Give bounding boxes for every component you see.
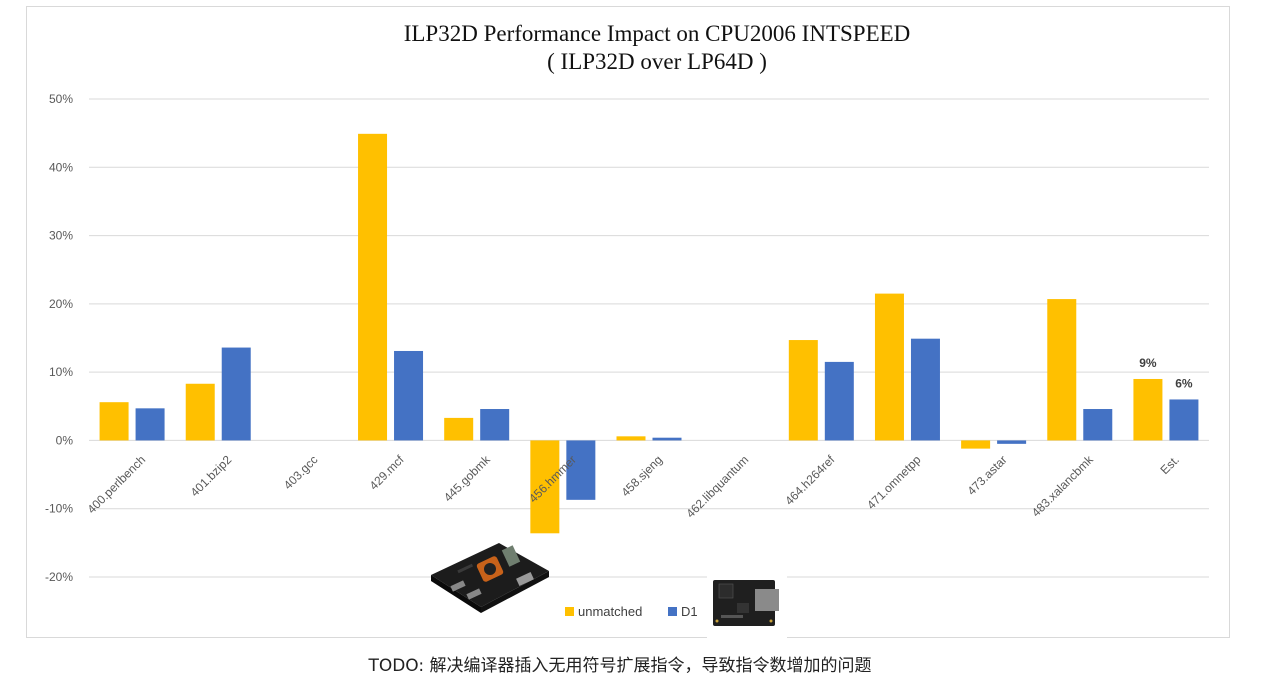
bar-unmatched-473.astar: [961, 440, 991, 449]
bar-unmatched-464.h264ref: [788, 340, 818, 441]
x-tick-label: 429.mcf: [367, 452, 408, 493]
gridlines: [89, 98, 1209, 578]
bar-chart: ILP32D Performance Impact on CPU2006 INT…: [45, 21, 1209, 639]
x-tick-label: 403.gcc: [281, 453, 321, 493]
chart-frame: ILP32D Performance Impact on CPU2006 INT…: [26, 6, 1230, 639]
x-tick-label: 400.perlbench: [85, 453, 149, 517]
x-tick-label: 471.omnetpp: [864, 452, 924, 512]
data-label: 9%: [1139, 356, 1157, 370]
legend-swatch-unmatched: [565, 607, 574, 616]
x-axis-labels: 400.perlbench 401.bzip2 403.gcc 429.mcf 445.…: [85, 452, 1183, 521]
y-tick-label: 20%: [49, 297, 73, 311]
bar-unmatched-429.mcf: [358, 133, 388, 441]
y-tick-label: -10%: [45, 502, 73, 516]
bar-unmatched-483.xalancbmk: [1047, 299, 1077, 441]
y-axis-ticks: -20% -10% 0% 10% 20% 30% 40% 50%: [45, 92, 73, 584]
bar-unmatched-Est.: [1133, 378, 1163, 441]
bar-d1-401.bzip2: [221, 347, 251, 441]
bar-d1-456.hmmer: [566, 440, 596, 500]
x-tick-label: 458.sjeng: [618, 453, 665, 500]
bars: [99, 133, 1199, 534]
legend-swatch-d1: [668, 607, 677, 616]
unmatched-board-photo: [431, 543, 549, 613]
bar-d1-400.perlbench: [135, 408, 165, 441]
x-tick-label: 401.bzip2: [188, 452, 235, 499]
x-tick-label: 445.gobmk: [441, 452, 494, 505]
bar-d1-429.mcf: [394, 350, 424, 441]
x-tick-label: Est.: [1158, 453, 1183, 478]
x-tick-label: 473.astar: [964, 453, 1009, 498]
bar-d1-464.h264ref: [824, 361, 854, 441]
bar-d1-473.astar: [997, 440, 1027, 444]
caption-todo: TODO: 解决编译器插入无用符号扩展指令，导致指令数增加的问题: [368, 656, 872, 676]
y-tick-label: 0%: [56, 433, 74, 447]
bar-unmatched-471.omnetpp: [874, 293, 904, 441]
bar-unmatched-400.perlbench: [99, 402, 129, 441]
legend-label-d1: D1: [681, 604, 698, 619]
chart-title: ILP32D Performance Impact on CPU2006 INT…: [404, 21, 911, 46]
bar-unmatched-458.sjeng: [616, 436, 646, 441]
x-tick-label: 483.xalancbmk: [1029, 452, 1097, 520]
y-tick-label: 30%: [49, 229, 73, 243]
y-tick-label: 10%: [49, 365, 73, 379]
bar-d1-445.gobmk: [480, 409, 510, 441]
legend: unmatched D1: [565, 604, 698, 619]
y-tick-label: 40%: [49, 160, 73, 174]
x-tick-label: 462.libquantum: [683, 453, 751, 521]
d1-board-photo: [707, 575, 787, 639]
data-labels: 9% 6%: [1139, 356, 1193, 390]
legend-label-unmatched: unmatched: [578, 604, 642, 619]
x-tick-label: 464.h264ref: [782, 452, 838, 508]
bar-unmatched-445.gobmk: [444, 417, 474, 441]
bar-unmatched-456.hmmer: [530, 440, 560, 534]
bar-d1-458.sjeng: [652, 437, 682, 441]
bar-unmatched-401.bzip2: [185, 383, 215, 441]
bar-d1-471.omnetpp: [910, 338, 940, 441]
data-label: 6%: [1175, 376, 1193, 390]
bar-d1-483.xalancbmk: [1083, 409, 1113, 441]
y-tick-label: 50%: [49, 92, 73, 106]
bar-d1-Est.: [1169, 399, 1199, 441]
chart-subtitle: ( ILP32D over LP64D ): [547, 49, 767, 74]
y-tick-label: -20%: [45, 570, 73, 584]
